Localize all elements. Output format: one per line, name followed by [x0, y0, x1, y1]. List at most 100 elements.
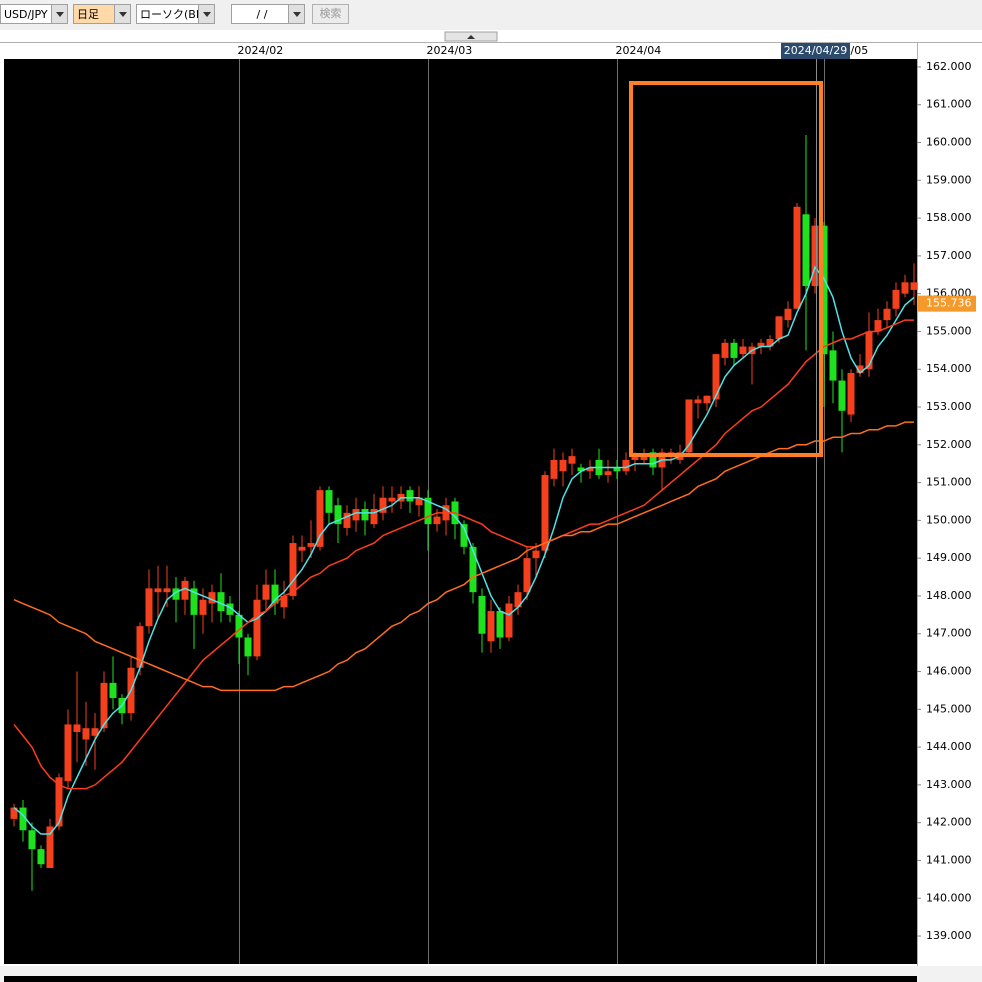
candle-body: [487, 611, 495, 642]
candle-body: [154, 588, 162, 593]
toolbar: USD/JPY 日足 ローソク(BID) / / 検索: [0, 0, 982, 30]
candle-body: [685, 399, 693, 453]
candle-body: [190, 588, 198, 615]
y-tick-label: 143.000: [926, 778, 972, 791]
candle-body: [829, 350, 837, 381]
candle-body: [136, 626, 144, 668]
symbol-select[interactable]: USD/JPY: [0, 4, 68, 24]
candle-body: [622, 459, 630, 472]
candle-body: [307, 543, 315, 547]
y-tick-label: 139.000: [926, 929, 972, 942]
y-tick-label: 157.000: [926, 249, 972, 262]
y-tick-label: 142.000: [926, 816, 972, 829]
candle-body: [802, 214, 810, 287]
candle-body: [775, 316, 783, 340]
candle-body: [694, 399, 702, 404]
candle-body: [163, 588, 171, 593]
candle-body: [784, 308, 792, 321]
current-price-tag: [918, 295, 976, 312]
marks-layer: [10, 134, 918, 891]
candle-body: [514, 592, 522, 608]
x-tick-label: 2024/03: [427, 44, 473, 57]
chart-type: ローソク(BID): [140, 8, 212, 21]
y-tick-label: 152.000: [926, 438, 972, 451]
candle-body: [730, 342, 738, 358]
candle-body: [559, 459, 567, 472]
candle-body: [406, 490, 414, 502]
candle-body: [856, 365, 864, 374]
chart-type-select[interactable]: ローソク(BID): [136, 4, 215, 24]
cursor-label-box: [781, 43, 850, 59]
y-tick-label: 147.000: [926, 627, 972, 640]
candle-body: [298, 546, 306, 551]
candle-body: [568, 456, 576, 464]
y-tick-label: 162.000: [926, 60, 972, 73]
candle-body: [388, 497, 396, 502]
search-button[interactable]: 検索: [312, 4, 349, 24]
candle-body: [433, 516, 441, 525]
candle-body: [325, 490, 333, 513]
candle-body: [208, 592, 216, 604]
candle-body: [73, 724, 81, 732]
candle-body: [640, 456, 648, 460]
candle-body: [55, 777, 63, 827]
y-tick-label: 144.000: [926, 740, 972, 753]
candle-body: [244, 637, 252, 657]
y-tick-label: 145.000: [926, 702, 972, 715]
candle-body: [874, 320, 882, 332]
candle-body: [352, 509, 360, 521]
candle-body: [523, 558, 531, 593]
candle-body: [793, 206, 801, 309]
candle-body: [334, 505, 342, 525]
y-tick-label: 159.000: [926, 173, 972, 186]
candle-body: [910, 282, 918, 290]
candle-body: [262, 584, 270, 600]
candle-body: [496, 611, 504, 638]
candle-body: [631, 456, 639, 460]
candle-body: [181, 580, 189, 600]
candle-body: [19, 807, 27, 831]
candle-body: [712, 354, 720, 400]
symbol: USD/JPY: [4, 8, 48, 21]
y-tick-label: 141.000: [926, 853, 972, 866]
candle-body: [811, 225, 819, 287]
candle-body: [271, 584, 279, 604]
current-price-label: 155.736: [926, 297, 972, 310]
candle-body: [424, 497, 432, 525]
candle-body: [892, 289, 900, 309]
candle-body: [613, 467, 621, 472]
candle-body: [757, 342, 765, 347]
candle-body: [199, 599, 207, 615]
y-tick-label: 149.000: [926, 551, 972, 564]
cursor-label: 2024/04/29: [784, 44, 847, 57]
x-tick-label: 2024/04: [616, 44, 662, 57]
y-tick-label: 158.000: [926, 211, 972, 224]
y-tick-label: 150.000: [926, 513, 972, 526]
y-tick-label: 151.000: [926, 476, 972, 489]
candle-body: [91, 728, 99, 736]
period: 日足: [77, 8, 99, 21]
y-tick-label: 148.000: [926, 589, 972, 602]
date: / /: [256, 8, 268, 21]
candle-body: [172, 588, 180, 600]
date-input[interactable]: / /: [231, 4, 305, 24]
candle-body: [586, 467, 594, 472]
axis-layer: 2024/022024/032024/042024/05139.000140.0…: [238, 44, 976, 942]
candle-body: [739, 346, 747, 355]
moving-average-line: [13, 265, 915, 835]
moving-average-line: [13, 319, 914, 790]
candle-body: [253, 599, 261, 657]
candle-body: [883, 308, 891, 321]
candle-body: [109, 682, 117, 698]
candle-body: [145, 588, 153, 627]
candle-body: [460, 524, 468, 547]
period-select[interactable]: 日足: [73, 4, 131, 24]
candle-body: [478, 595, 486, 634]
y-tick-label: 154.000: [926, 362, 972, 375]
y-tick-label: 161.000: [926, 98, 972, 111]
candle-body: [604, 471, 612, 476]
bottom-subchart: [4, 976, 917, 982]
